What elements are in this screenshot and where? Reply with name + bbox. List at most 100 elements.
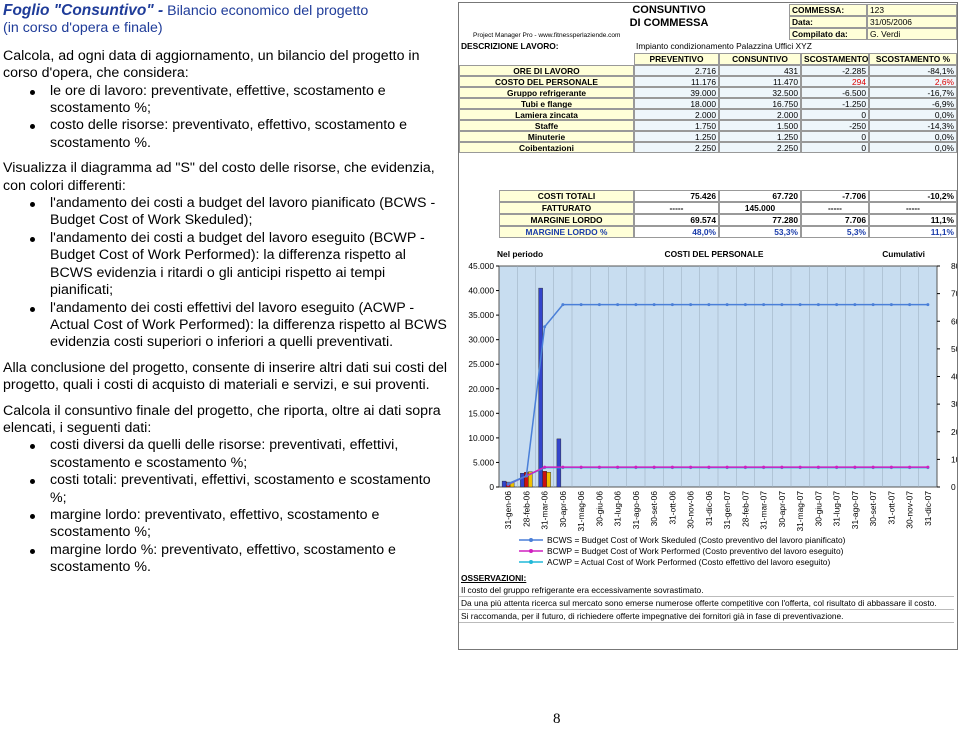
cumulative-point xyxy=(926,465,930,469)
total-cell: 53,3% xyxy=(719,226,801,238)
cell: -6,9% xyxy=(869,98,957,109)
total-label: MARGINE LORDO % xyxy=(499,226,634,238)
cumulative-point xyxy=(524,474,528,478)
title: Foglio "Consuntivo" - xyxy=(3,2,164,19)
page-number: 8 xyxy=(553,711,561,727)
cell: 0,0% xyxy=(869,109,957,120)
legend-marker xyxy=(529,549,533,553)
cumulative-point xyxy=(762,303,766,307)
cell: -250 xyxy=(801,120,869,131)
paragraph: Visualizza il diagramma ad "S" del costo… xyxy=(3,160,435,194)
chart: Nel periodo COSTI DEL PERSONALE Cumulativi… xyxy=(468,249,957,567)
cell: -16,7% xyxy=(869,87,957,98)
cumulative-point xyxy=(689,465,693,469)
bar xyxy=(528,471,533,488)
cell: 1.250 xyxy=(719,131,801,142)
software-note: Project Manager Pro - www.fitnessperlazi… xyxy=(473,32,621,39)
row-label: Tubi e flange xyxy=(459,98,634,109)
bar xyxy=(538,287,543,488)
cumulative-point xyxy=(670,303,674,307)
total-cell: 48,0% xyxy=(634,226,719,238)
bar xyxy=(546,472,551,488)
cumulative-point xyxy=(652,465,656,469)
cumulative-point xyxy=(835,303,839,307)
x-tick-label: 30-giu-07 xyxy=(813,491,823,527)
row-label: ORE DI LAVORO xyxy=(459,65,634,76)
row-label: Minuterie xyxy=(459,131,634,142)
field-value: 31/05/2006 xyxy=(867,16,957,28)
row-label: Staffe xyxy=(459,120,634,131)
x-tick-label: 31-lug-06 xyxy=(613,491,623,527)
y2-tick-label: 80.000 xyxy=(951,261,957,271)
cumulative-point xyxy=(506,482,510,486)
observation: Da una più attenta ricerca sul mercato s… xyxy=(459,598,954,610)
total-cell: 5,3% xyxy=(801,226,869,238)
cell: 39.000 xyxy=(634,87,719,98)
bullet-item: le ore di lavoro: preventivate, effettiv… xyxy=(3,83,450,118)
x-tick-label: 28-feb-07 xyxy=(740,491,750,527)
legend-marker xyxy=(529,560,533,564)
cumulative-point xyxy=(871,465,875,469)
bullet-item: l'andamento dei costi a budget del lavor… xyxy=(3,230,450,300)
cell: 2.000 xyxy=(634,109,719,120)
sheet-title: CONSUNTIVO xyxy=(632,4,706,16)
total-label: FATTURATO xyxy=(499,202,634,214)
y2-tick-label: 60.000 xyxy=(951,316,957,326)
cumulative-point xyxy=(926,303,930,307)
total-cell: 67.720 xyxy=(719,190,801,202)
x-tick-label: 31-gen-07 xyxy=(722,491,732,530)
x-tick-label: 28-feb-06 xyxy=(521,491,531,527)
cell: -6.500 xyxy=(801,87,869,98)
x-tick-label: 31-ott-06 xyxy=(667,491,677,525)
y-tick-label: 5.000 xyxy=(473,457,494,467)
cumulative-point xyxy=(798,303,802,307)
cumulative-point xyxy=(634,465,638,469)
x-tick-label: 30-apr-07 xyxy=(777,491,787,528)
sheet-title: DI COMMESSA xyxy=(629,17,709,29)
x-tick-label: 30-apr-06 xyxy=(558,491,568,528)
observations-title: OSSERVAZIONI: xyxy=(461,573,527,583)
spreadsheet-screenshot: Nel periodo COSTI DEL PERSONALE Cumulativi… xyxy=(458,2,958,650)
total-cell: 69.574 xyxy=(634,214,719,226)
total-label: MARGINE LORDO xyxy=(499,214,634,226)
cumulative-point xyxy=(725,465,729,469)
x-tick-label: 31-ott-07 xyxy=(886,491,896,525)
y-tick-label: 35.000 xyxy=(468,310,494,320)
total-cell: 11,1% xyxy=(869,214,957,226)
cumulative-point xyxy=(816,303,820,307)
cell: 16.750 xyxy=(719,98,801,109)
cell: 2.716 xyxy=(634,65,719,76)
cell: -2.285 xyxy=(801,65,869,76)
bullet-item: costi diversi da quelli delle risorse: p… xyxy=(3,437,450,472)
x-tick-label: 30-set-06 xyxy=(649,491,659,527)
cell: 18.000 xyxy=(634,98,719,109)
bullet-item: margine lordo %: preventivato, effettivo… xyxy=(3,542,450,577)
total-cell: 145.000 xyxy=(719,202,801,214)
subtitle2: (in corso d'opera e finale) xyxy=(3,20,163,37)
cumulative-point xyxy=(780,465,784,469)
x-tick-label: 31-dic-06 xyxy=(704,491,714,526)
cell: -14,3% xyxy=(869,120,957,131)
sections: Calcola, ad ogni data di aggiornamento, … xyxy=(3,48,450,577)
cumulative-point xyxy=(579,465,583,469)
cumulative-point xyxy=(871,303,875,307)
x-tick-label: 31-lug-07 xyxy=(832,491,842,527)
cumulative-point xyxy=(543,465,547,469)
cell: 431 xyxy=(719,65,801,76)
x-tick-label: 31-dic-07 xyxy=(923,491,933,526)
y-tick-label: 45.000 xyxy=(468,261,494,271)
cumulative-point xyxy=(780,303,784,307)
x-tick-label: 30-set-07 xyxy=(868,491,878,527)
section: Visualizza il diagramma ad "S" del costo… xyxy=(3,160,450,351)
cell: -84,1% xyxy=(869,65,957,76)
cell: 2.250 xyxy=(634,142,719,153)
total-cell: 75.426 xyxy=(634,190,719,202)
cumulative-point xyxy=(908,465,912,469)
cumulative-point xyxy=(616,465,620,469)
cumulative-point xyxy=(743,303,747,307)
cumulative-line xyxy=(507,303,928,485)
cumulative-point xyxy=(689,303,693,307)
total-cell: -10,2% xyxy=(869,190,957,202)
cumulative-point xyxy=(725,303,729,307)
cumulative-point xyxy=(889,465,893,469)
